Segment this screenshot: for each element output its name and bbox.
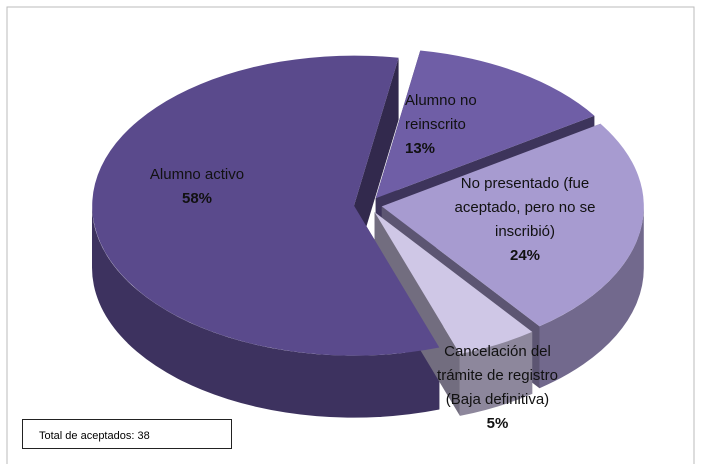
slice-side [539, 206, 644, 389]
category-label: Alumno no reinscrito [405, 92, 477, 133]
annotation: Total de aceptados: 38 [22, 419, 232, 449]
slice-side [459, 331, 533, 416]
chart-frame [6, 6, 695, 464]
slice-label: No presentado (fue aceptado, pero no se … [450, 172, 600, 268]
slice-top [374, 212, 533, 354]
slice-label: Alumno activo 58% [122, 163, 272, 211]
slice-wall [354, 57, 399, 268]
category-label: Cancelación del trámite de registro (Baj… [437, 343, 558, 408]
slice-label: Cancelación del trámite de registro (Baj… [425, 340, 570, 436]
value-label: 5% [486, 415, 509, 432]
category-label: Alumno activo [149, 166, 245, 183]
category-label: No presentado (fue aceptado, pero no se … [454, 175, 596, 240]
value-label: 13% [405, 140, 436, 157]
slice-top [375, 50, 595, 199]
slice-top [92, 55, 440, 356]
slice-top [381, 123, 644, 327]
slice-label: Alumno no reinscrito 13% [405, 89, 505, 161]
slice-side [91, 205, 440, 418]
value-label: 58% [181, 190, 213, 207]
value-label: 24% [509, 247, 541, 264]
